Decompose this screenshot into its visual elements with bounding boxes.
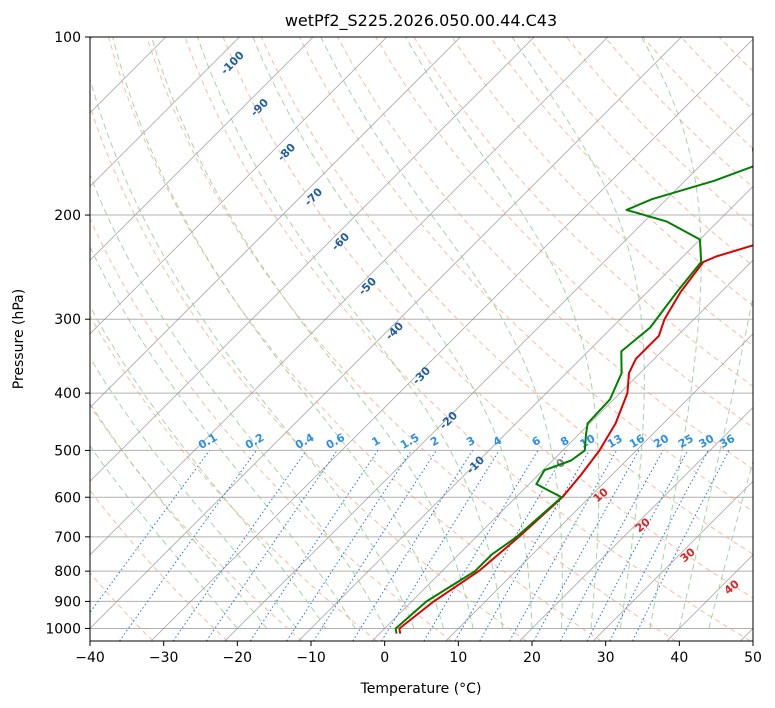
isotherm-line bbox=[224, 112, 753, 641]
mixing-ratio-line bbox=[632, 450, 730, 641]
x-tick-label: −20 bbox=[223, 650, 253, 666]
isotherm-line bbox=[371, 259, 753, 641]
mixing-ratio-line bbox=[454, 450, 568, 641]
y-axis: 100 200 300 400 500 600 700 800 900 1000 bbox=[45, 30, 90, 637]
chart-title: wetPf2_S225.2026.050.00.44.C43 bbox=[285, 11, 557, 31]
mixing-ratio-line bbox=[423, 450, 539, 641]
dry-adiabat-line bbox=[90, 105, 527, 641]
isotherm-line bbox=[90, 37, 388, 335]
y-tick-label: 100 bbox=[54, 30, 81, 46]
x-tick-label: 10 bbox=[449, 650, 467, 666]
moist-adiabat-line bbox=[640, 37, 702, 629]
dry-adiabat-line bbox=[90, 571, 154, 641]
moist-adiabat-line bbox=[252, 37, 533, 629]
mixing-ratio-line bbox=[586, 450, 689, 641]
moist-adiabat-line bbox=[90, 245, 356, 629]
moist-adiabat-line bbox=[90, 77, 415, 629]
sounding-profiles bbox=[394, 143, 753, 634]
moist-adiabat-line bbox=[151, 37, 474, 629]
dry-adiabat-line bbox=[184, 37, 751, 641]
mixing-ratio-line bbox=[609, 450, 709, 641]
moist-adiabat-line bbox=[90, 173, 386, 629]
isotherm-line bbox=[90, 37, 240, 188]
plot-frame bbox=[89, 36, 754, 642]
y-tick-label: 800 bbox=[54, 564, 81, 580]
x-tick-label: −40 bbox=[75, 650, 105, 666]
dry-adiabat-line bbox=[146, 37, 676, 641]
isotherm-line bbox=[519, 406, 753, 641]
dry-adiabat-line bbox=[90, 217, 452, 641]
x-tick-label: 30 bbox=[597, 650, 615, 666]
moist-adiabat-line bbox=[112, 37, 445, 629]
moist-adiabat-line bbox=[320, 37, 563, 629]
moist-adiabat-line bbox=[197, 37, 503, 629]
mixing-ratio-line bbox=[352, 450, 474, 641]
x-axis-title: Temperature (°C) bbox=[360, 681, 482, 697]
dry-adiabat-line bbox=[337, 37, 753, 470]
x-tick-label: 50 bbox=[744, 650, 762, 666]
x-tick-label: 0 bbox=[380, 650, 389, 666]
isotherm-line bbox=[445, 333, 753, 641]
mixing-ratio-line bbox=[381, 450, 500, 641]
x-tick-label: 40 bbox=[670, 650, 688, 666]
isotherm-line bbox=[298, 185, 753, 641]
moist-adiabat-line bbox=[708, 459, 753, 629]
mixing-ratio-line bbox=[119, 450, 257, 641]
dry-adiabat-line bbox=[451, 37, 753, 347]
y-tick-label: 400 bbox=[54, 386, 81, 402]
y-tick-label: 700 bbox=[54, 530, 81, 546]
mixing-ratio-line bbox=[559, 450, 664, 641]
x-axis: −40 −30 −20 −10 0 10 20 30 40 50 bbox=[75, 641, 762, 666]
y-tick-label: 900 bbox=[54, 594, 81, 610]
x-tick-label: −30 bbox=[149, 650, 179, 666]
isotherm-line bbox=[592, 480, 753, 641]
isotherm-line bbox=[90, 37, 314, 261]
y-tick-label: 300 bbox=[54, 312, 81, 328]
x-tick-label: −10 bbox=[296, 650, 326, 666]
dry-adiabat-line bbox=[222, 37, 753, 599]
dry-adiabat-line bbox=[375, 37, 753, 429]
mixing-ratio-line bbox=[172, 450, 307, 641]
isotherm-line bbox=[90, 37, 682, 630]
moist-adiabat-line bbox=[511, 37, 645, 629]
moist-adiabat-line bbox=[90, 305, 327, 629]
y-tick-label: 1000 bbox=[45, 621, 81, 637]
y-tick-label: 500 bbox=[54, 443, 81, 459]
moist-adiabat-line bbox=[90, 402, 268, 629]
dry-adiabat-line bbox=[298, 37, 753, 512]
isotherm-line bbox=[90, 37, 609, 556]
dewpoint-profile-line bbox=[394, 143, 753, 634]
dry-adiabat-line bbox=[90, 314, 378, 641]
y-axis-title: Pressure (hPa) bbox=[11, 289, 27, 389]
dry-adiabat-line bbox=[489, 37, 753, 307]
x-tick-label: 20 bbox=[523, 650, 541, 666]
background-lines bbox=[90, 37, 753, 641]
moist-adiabat-line bbox=[678, 293, 753, 629]
y-tick-label: 600 bbox=[54, 490, 81, 506]
moist-adiabat-line bbox=[405, 37, 600, 629]
y-tick-label: 200 bbox=[54, 208, 81, 224]
dry-adiabat-line bbox=[260, 37, 753, 555]
isotherm-line bbox=[90, 37, 461, 409]
isotherm-line bbox=[150, 38, 753, 641]
mixing-ratio-line bbox=[313, 450, 437, 641]
isotherm-line bbox=[90, 37, 535, 482]
mixing-ratio-line bbox=[205, 450, 338, 641]
moist-adiabat-line bbox=[90, 356, 297, 629]
moist-adiabat-line bbox=[90, 444, 238, 629]
